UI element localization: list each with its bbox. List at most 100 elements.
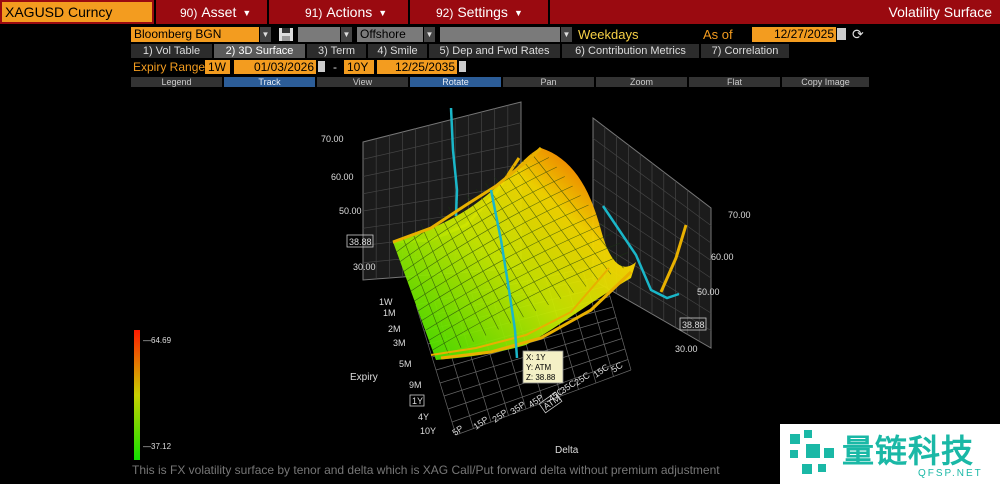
- chevron-down-icon[interactable]: ▼: [424, 27, 435, 42]
- asset-menu-label: Asset: [201, 4, 237, 20]
- expiry-tick-label: 3M: [393, 338, 406, 348]
- tab-term[interactable]: 3) Term: [307, 44, 367, 58]
- tool-track[interactable]: Track: [224, 77, 316, 87]
- right-tick-label: 50.00: [697, 287, 720, 297]
- tool-pan[interactable]: Pan: [503, 77, 595, 87]
- surface-svg[interactable]: 70.00 60.00 50.00 30.00 38.88 70.00 60.0…: [131, 90, 870, 461]
- color-scale-legend: —64.69 —37.12: [134, 330, 172, 460]
- right-tick-label: 30.00: [675, 344, 698, 354]
- tooltip-y: Y: ATM: [526, 363, 552, 372]
- asset-menu[interactable]: 90) Asset ▼: [180, 0, 251, 24]
- atm-track-line: [489, 189, 519, 359]
- logo-url: QFSP.NET: [918, 468, 983, 479]
- left-tick-label: 70.00: [321, 134, 344, 144]
- delta-tick-label: 25C: [572, 370, 592, 388]
- menu-separator: [267, 0, 269, 24]
- actions-menu[interactable]: 91) Actions ▼: [305, 0, 387, 24]
- color-scale-min: 37.12: [151, 442, 172, 451]
- calendar-icon[interactable]: [837, 28, 846, 40]
- right-tick-label: 60.00: [711, 252, 734, 262]
- tool-legend[interactable]: Legend: [131, 77, 223, 87]
- footnote: This is FX volatility surface by tenor a…: [132, 463, 720, 477]
- left-z-axis: 70.00 60.00 50.00 30.00 38.88: [321, 134, 376, 272]
- security-field[interactable]: XAGUSD Curncy: [2, 2, 152, 22]
- day-count-field[interactable]: Weekdays: [576, 27, 680, 42]
- delta-tick-label: 35P: [508, 399, 527, 416]
- left-tick-label: 30.00: [353, 262, 376, 272]
- delta-axis-title: Delta: [555, 445, 579, 456]
- tab-vol-table[interactable]: 1) Vol Table: [131, 44, 213, 58]
- expiry-axis-title: Expiry: [350, 372, 378, 383]
- right-track-line: [601, 205, 680, 300]
- delta-tick-label: 15C: [591, 362, 611, 380]
- menu-separator: [548, 0, 550, 24]
- source-select[interactable]: Bloomberg BGN: [131, 27, 259, 42]
- tooltip-z: Z: 38.88: [526, 373, 556, 382]
- expiry-tick-label: 10Y: [420, 426, 436, 436]
- asset-menu-number: 90): [180, 6, 198, 20]
- tool-flat[interactable]: Flat: [689, 77, 781, 87]
- save-icon[interactable]: [278, 27, 294, 42]
- tab-contribution-metrics[interactable]: 6) Contribution Metrics: [562, 44, 700, 58]
- expiry-tick-label: 4Y: [418, 412, 429, 422]
- delta-tick-label: 5C: [609, 360, 625, 375]
- tool-view[interactable]: View: [317, 77, 409, 87]
- chevron-down-icon: ▼: [242, 8, 252, 19]
- actions-menu-number: 91): [305, 6, 323, 20]
- settings-menu[interactable]: 92) Settings ▼: [436, 0, 523, 24]
- expiry-tick-label: 9M: [409, 380, 422, 390]
- actions-menu-label: Actions: [326, 4, 373, 20]
- right-projection-panel: [592, 116, 712, 349]
- refresh-icon[interactable]: ⟳: [852, 26, 864, 42]
- svg-text:—64.69: —64.69: [143, 336, 172, 345]
- expiry-from-tenor[interactable]: 1W: [205, 60, 230, 74]
- right-profile-line: [659, 224, 688, 293]
- left-track-line: [449, 107, 459, 217]
- chevron-down-icon: ▼: [513, 8, 523, 19]
- expiry-to-date[interactable]: 12/25/2035: [377, 60, 457, 74]
- function-title: Volatility Surface: [888, 4, 993, 20]
- blank-select[interactable]: [440, 27, 560, 42]
- tab-dep-fwd-rates[interactable]: 5) Dep and Fwd Rates: [429, 44, 561, 58]
- chevron-down-icon: ▼: [378, 8, 388, 19]
- menu-separator: [154, 0, 156, 24]
- calendar-icon[interactable]: [459, 61, 466, 72]
- blank-field[interactable]: [298, 27, 340, 42]
- range-dash: -: [333, 60, 337, 74]
- right-z-axis: 70.00 60.00 50.00 30.00 38.88: [675, 210, 751, 354]
- expiry-tick-label: 5M: [399, 359, 412, 369]
- right-tick-label: 70.00: [728, 210, 751, 220]
- chevron-down-icon[interactable]: ▼: [561, 27, 572, 42]
- expiry-tick-label: 1M: [383, 308, 396, 318]
- volatility-surface-plot[interactable]: 70.00 60.00 50.00 30.00 38.88 70.00 60.0…: [131, 90, 870, 461]
- left-marker-label: 38.88: [349, 237, 372, 247]
- chevron-down-icon[interactable]: ▼: [260, 27, 271, 42]
- vol-surface-mesh: [392, 146, 636, 360]
- tab-correlation[interactable]: 7) Correlation: [701, 44, 790, 58]
- left-tick-label: 50.00: [339, 206, 362, 216]
- tab-3d-surface[interactable]: 2) 3D Surface: [214, 44, 306, 58]
- expiry-range-label: Expiry Range: [133, 60, 206, 74]
- delta-tick-label: 15P: [471, 414, 490, 431]
- tool-zoom[interactable]: Zoom: [596, 77, 688, 87]
- expiry-to-tenor[interactable]: 10Y: [344, 60, 374, 74]
- as-of-date-field[interactable]: 12/27/2025: [752, 27, 836, 42]
- tab-smile[interactable]: 4) Smile: [368, 44, 428, 58]
- menu-separator: [408, 0, 410, 24]
- tool-copy-image[interactable]: Copy Image: [782, 77, 870, 87]
- svg-text:—37.12: —37.12: [143, 442, 172, 451]
- menu-bar: [0, 0, 1000, 24]
- logo-text: 量链科技: [842, 432, 975, 470]
- logo-icon: [790, 430, 834, 474]
- market-select[interactable]: Offshore: [357, 27, 423, 42]
- left-tick-label: 60.00: [331, 172, 354, 182]
- chevron-down-icon[interactable]: ▼: [341, 27, 352, 42]
- as-of-label: As of: [703, 27, 733, 42]
- tool-rotate[interactable]: Rotate: [410, 77, 502, 87]
- calendar-icon[interactable]: [318, 61, 325, 72]
- expiry-tick-label: 1Y: [412, 396, 423, 406]
- expiry-from-date[interactable]: 01/03/2026: [234, 60, 316, 74]
- expiry-tick-label: 2M: [388, 324, 401, 334]
- tooltip-x: X: 1Y: [526, 353, 546, 362]
- watermark-logo: 量链科技 QFSP.NET: [780, 424, 1000, 484]
